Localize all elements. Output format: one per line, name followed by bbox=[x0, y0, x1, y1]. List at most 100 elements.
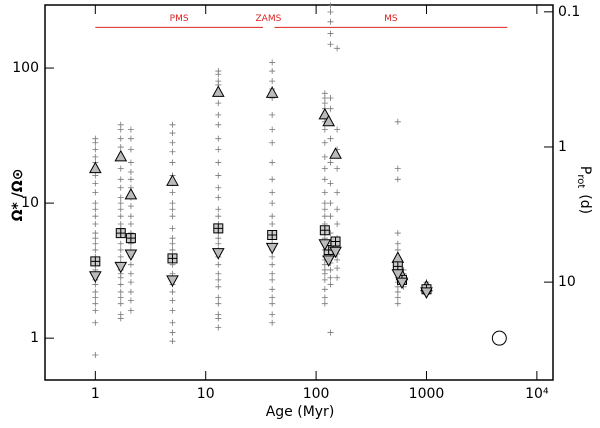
plus-point bbox=[269, 126, 276, 133]
upper-triangle bbox=[88, 161, 102, 174]
median-square bbox=[90, 256, 101, 267]
median-square bbox=[115, 228, 126, 239]
plus-point bbox=[117, 288, 124, 295]
plus-point bbox=[327, 180, 334, 187]
plus-point bbox=[394, 294, 401, 301]
plus-point bbox=[127, 307, 134, 314]
plus-point bbox=[117, 126, 124, 133]
plus-point bbox=[117, 300, 124, 307]
plus-point bbox=[321, 276, 328, 283]
upper-triangle bbox=[318, 107, 332, 120]
upper-triangle bbox=[391, 251, 405, 263]
plus-point bbox=[169, 206, 176, 213]
plus-point bbox=[169, 235, 176, 242]
plus-point bbox=[127, 203, 134, 210]
plus-point bbox=[117, 253, 124, 260]
plus-point bbox=[321, 126, 328, 133]
plus-point bbox=[334, 221, 341, 228]
plus-point bbox=[215, 121, 222, 128]
plus-point bbox=[269, 213, 276, 220]
plus-point bbox=[117, 246, 124, 253]
plus-point bbox=[269, 189, 276, 196]
y-tick-label: 1 bbox=[30, 330, 39, 346]
plus-point bbox=[327, 2, 334, 9]
plus-point bbox=[127, 297, 134, 304]
median-square bbox=[213, 223, 224, 234]
plus-point bbox=[269, 276, 276, 283]
sun-symbol bbox=[491, 330, 507, 346]
plus-point bbox=[394, 176, 401, 183]
plus-point bbox=[215, 300, 222, 307]
plus-point bbox=[92, 352, 99, 359]
plus-point bbox=[327, 266, 334, 273]
plus-point bbox=[269, 59, 276, 66]
plus-point bbox=[394, 118, 401, 125]
plus-point bbox=[92, 300, 99, 307]
plus-point bbox=[394, 240, 401, 247]
plus-point bbox=[321, 176, 328, 183]
plus-point bbox=[215, 194, 222, 201]
plus-point bbox=[117, 135, 124, 142]
plus-point bbox=[117, 144, 124, 151]
plus-point bbox=[327, 18, 334, 25]
plus-point bbox=[117, 240, 124, 247]
plus-point bbox=[92, 180, 99, 187]
plus-point bbox=[215, 270, 222, 277]
plus-point bbox=[321, 153, 328, 160]
plus-point bbox=[394, 288, 401, 295]
plus-point bbox=[327, 135, 334, 142]
plus-point bbox=[92, 235, 99, 242]
plus-point bbox=[269, 300, 276, 307]
lower-triangle bbox=[265, 242, 279, 255]
plus-point bbox=[92, 246, 99, 253]
lower-triangle bbox=[322, 255, 336, 267]
plus-point bbox=[117, 165, 124, 172]
plus-point bbox=[269, 270, 276, 277]
plus-point bbox=[321, 165, 328, 172]
plus-point bbox=[169, 307, 176, 314]
plus-point bbox=[269, 78, 276, 85]
lower-triangle bbox=[391, 269, 405, 281]
plus-point bbox=[269, 319, 276, 326]
annotation-text: MS bbox=[384, 14, 398, 24]
x-axis-label: Age (Myr) bbox=[266, 404, 335, 420]
plus-point bbox=[327, 329, 334, 336]
annotation-text: ZAMS bbox=[256, 14, 282, 24]
plus-point bbox=[92, 139, 99, 146]
plus-point bbox=[215, 283, 222, 290]
upper-triangle bbox=[211, 85, 225, 97]
upper-triangle bbox=[329, 147, 342, 159]
plus-point bbox=[334, 126, 341, 133]
plus-point bbox=[169, 329, 176, 336]
plus-point bbox=[215, 324, 222, 331]
plus-point bbox=[127, 168, 134, 175]
y2-label-sub: rot bbox=[575, 174, 586, 188]
lower-triangle bbox=[88, 271, 102, 283]
plus-point bbox=[321, 200, 328, 207]
plus-point bbox=[127, 135, 134, 142]
plus-point bbox=[327, 105, 334, 112]
plus-point bbox=[215, 172, 222, 179]
upper-triangle bbox=[265, 86, 279, 98]
lower-triangle bbox=[124, 249, 138, 262]
plus-point bbox=[117, 281, 124, 288]
plus-point bbox=[117, 213, 124, 220]
lower-triangle bbox=[211, 248, 225, 260]
y2-tick-label: 1 bbox=[558, 139, 567, 155]
plus-point bbox=[92, 221, 99, 228]
lower-triangle bbox=[420, 287, 433, 299]
plus-point bbox=[92, 213, 99, 220]
plus-point bbox=[334, 256, 341, 263]
plus-point bbox=[215, 135, 222, 142]
plus-point bbox=[215, 276, 222, 283]
plus-point bbox=[169, 139, 176, 146]
plus-point bbox=[327, 30, 334, 37]
plus-point bbox=[327, 9, 334, 16]
plus-point bbox=[169, 319, 176, 326]
plus-point bbox=[269, 139, 276, 146]
plus-point bbox=[127, 176, 134, 183]
plus-point bbox=[92, 172, 99, 179]
plus-point bbox=[169, 288, 176, 295]
plus-point bbox=[92, 206, 99, 213]
